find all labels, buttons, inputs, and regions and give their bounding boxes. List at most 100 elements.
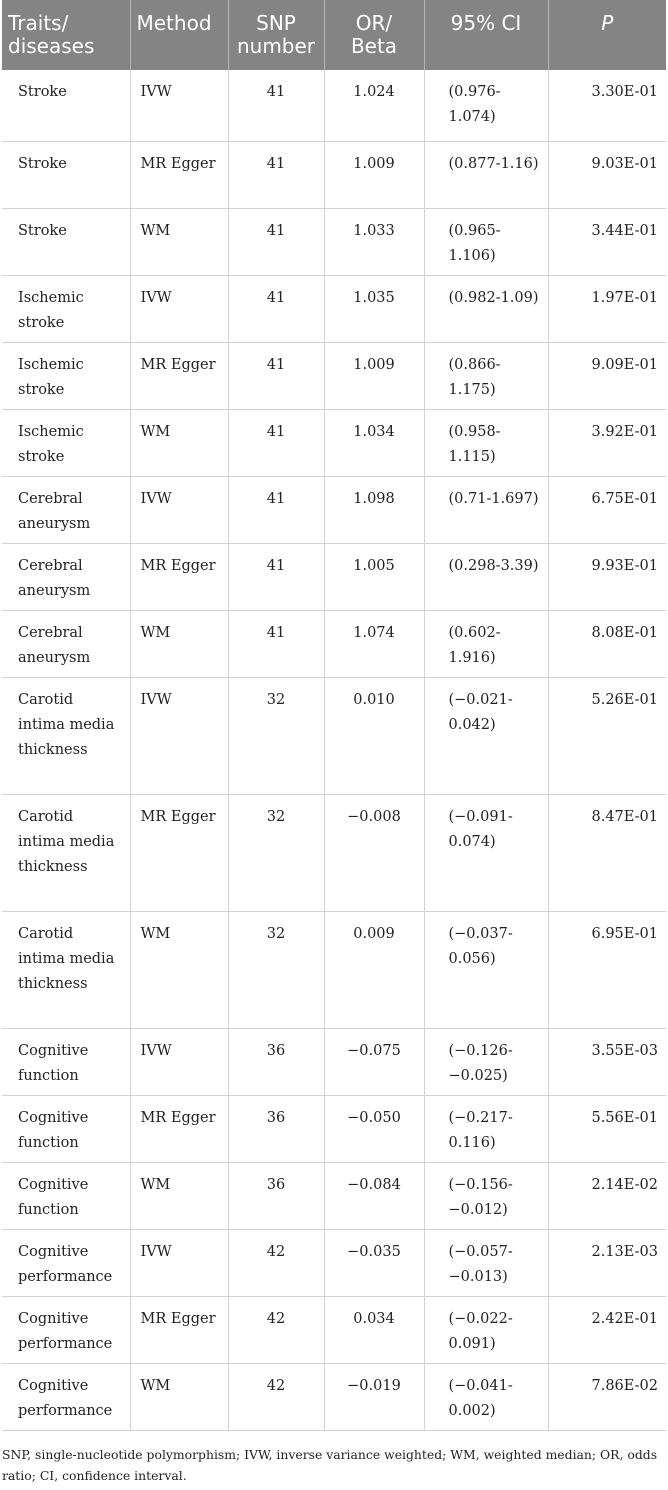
- p-value-cell: 3.44E-01: [548, 208, 666, 276]
- results-table: Traits/ diseases Method SNP number OR/ B…: [2, 0, 666, 1431]
- snp-number-cell: 41: [228, 543, 325, 611]
- header-traits: Traits/ diseases: [2, 0, 131, 70]
- ci-cell: (0.982-1.09): [424, 275, 549, 343]
- trait-cell: Cognitive performance: [2, 1229, 131, 1297]
- or-beta-cell: 1.009: [324, 141, 425, 209]
- table-body: Stroke IVW 41 1.024 (0.976-1.074) 3.30E-01 Str…: [2, 70, 666, 1431]
- p-value-cell: 2.14E-02: [548, 1162, 666, 1230]
- p-value-cell: 5.26E-01: [548, 677, 666, 795]
- or-beta-cell: 0.009: [324, 911, 425, 1029]
- snp-number-cell: 32: [228, 677, 325, 795]
- table-row: Cerebral aneurysm WM 41 1.074 (0.602-1.916) 8…: [2, 610, 666, 678]
- trait-cell: Carotid intima media thickness: [2, 677, 131, 795]
- method-cell: MR Egger: [130, 794, 229, 912]
- trait-cell: Cerebral aneurysm: [2, 610, 131, 678]
- snp-number-cell: 41: [228, 610, 325, 678]
- p-value-cell: 6.95E-01: [548, 911, 666, 1029]
- snp-number-cell: 41: [228, 141, 325, 209]
- ci-cell: (0.866-1.175): [424, 342, 549, 410]
- method-cell: WM: [130, 409, 229, 477]
- snp-number-cell: 32: [228, 911, 325, 1029]
- table-row: Ischemic stroke MR Egger 41 1.009 (0.866-1.1…: [2, 342, 666, 410]
- table-row: Stroke WM 41 1.033 (0.965-1.106) 3.44E-01: [2, 208, 666, 276]
- ci-cell: (−0.021-0.042): [424, 677, 549, 795]
- ci-cell: (−0.041-0.002): [424, 1363, 549, 1431]
- method-cell: MR Egger: [130, 543, 229, 611]
- method-cell: WM: [130, 610, 229, 678]
- snp-number-cell: 42: [228, 1296, 325, 1364]
- table-row: Cognitive function WM 36 −0.084 (−0.156-−0.0…: [2, 1162, 666, 1230]
- ci-cell: (−0.126-−0.025): [424, 1028, 549, 1096]
- ci-cell: (0.71-1.697): [424, 476, 549, 544]
- snp-number-cell: 42: [228, 1229, 325, 1297]
- or-beta-cell: 1.005: [324, 543, 425, 611]
- ci-cell: (−0.091-0.074): [424, 794, 549, 912]
- p-value-cell: 7.86E-02: [548, 1363, 666, 1431]
- p-value-cell: 8.47E-01: [548, 794, 666, 912]
- table-row: Cognitive function MR Egger 36 −0.050 (−0.21…: [2, 1095, 666, 1163]
- or-beta-cell: −0.075: [324, 1028, 425, 1096]
- table-footnote: SNP, single-nucleotide polymorphism; IVW…: [2, 1447, 658, 1483]
- or-beta-cell: 0.034: [324, 1296, 425, 1364]
- method-cell: WM: [130, 1162, 229, 1230]
- ci-cell: (0.965-1.106): [424, 208, 549, 276]
- p-value-cell: 1.97E-01: [548, 275, 666, 343]
- table-row: Carotid intima media thickness WM 32 0.009(…: [2, 911, 666, 1029]
- method-cell: IVW: [130, 275, 229, 343]
- snp-number-cell: 42: [228, 1363, 325, 1431]
- method-cell: MR Egger: [130, 1296, 229, 1364]
- trait-cell: Cerebral aneurysm: [2, 476, 131, 544]
- ci-cell: (−0.022-0.091): [424, 1296, 549, 1364]
- table-row: Ischemic stroke IVW 41 1.035 (0.982-1.09) 1.9…: [2, 275, 666, 343]
- table-row: Cognitive performance IVW 42 −0.035 (−0.057-…: [2, 1229, 666, 1297]
- ci-cell: (0.958-1.115): [424, 409, 549, 477]
- method-cell: WM: [130, 1363, 229, 1431]
- ci-cell: (0.298-3.39): [424, 543, 549, 611]
- p-value-cell: 2.13E-03: [548, 1229, 666, 1297]
- p-value-cell: 6.75E-01: [548, 476, 666, 544]
- table-row: Cognitive function IVW 36 −0.075 (−0.126-−0.…: [2, 1028, 666, 1096]
- trait-cell: Stroke: [2, 70, 131, 142]
- or-beta-cell: 1.033: [324, 208, 425, 276]
- trait-cell: Ischemic stroke: [2, 409, 131, 477]
- table-row: Cerebral aneurysm IVW 41 1.098 (0.71-1.697) 6…: [2, 476, 666, 544]
- or-beta-cell: −0.019: [324, 1363, 425, 1431]
- p-value-cell: 3.30E-01: [548, 70, 666, 142]
- or-beta-cell: 0.010: [324, 677, 425, 795]
- table-row: Carotid intima media thickness IVW 32 0.010…: [2, 677, 666, 795]
- snp-number-cell: 41: [228, 409, 325, 477]
- snp-number-cell: 41: [228, 476, 325, 544]
- trait-cell: Cognitive function: [2, 1162, 131, 1230]
- p-value-cell: 5.56E-01: [548, 1095, 666, 1163]
- trait-cell: Cognitive performance: [2, 1363, 131, 1431]
- ci-cell: (−0.156-−0.012): [424, 1162, 549, 1230]
- snp-number-cell: 36: [228, 1162, 325, 1230]
- or-beta-cell: −0.035: [324, 1229, 425, 1297]
- snp-number-cell: 41: [228, 70, 325, 142]
- header-or-beta: OR/ Beta: [324, 0, 425, 70]
- header-p-value: P: [548, 0, 666, 70]
- table-row: Carotid intima media thickness MR Egger 32…: [2, 794, 666, 912]
- ci-cell: (−0.057-−0.013): [424, 1229, 549, 1297]
- table-header-row: Traits/ diseases Method SNP number OR/ B…: [2, 0, 666, 70]
- method-cell: MR Egger: [130, 141, 229, 209]
- snp-number-cell: 32: [228, 794, 325, 912]
- trait-cell: Cognitive performance: [2, 1296, 131, 1364]
- trait-cell: Cognitive function: [2, 1028, 131, 1096]
- or-beta-cell: −0.084: [324, 1162, 425, 1230]
- method-cell: WM: [130, 208, 229, 276]
- snp-number-cell: 36: [228, 1095, 325, 1163]
- method-cell: IVW: [130, 1028, 229, 1096]
- table-row: Stroke IVW 41 1.024 (0.976-1.074) 3.30E-01: [2, 70, 666, 142]
- ci-cell: (−0.217-0.116): [424, 1095, 549, 1163]
- method-cell: IVW: [130, 476, 229, 544]
- or-beta-cell: 1.024: [324, 70, 425, 142]
- p-value-cell: 9.03E-01: [548, 141, 666, 209]
- snp-number-cell: 41: [228, 275, 325, 343]
- method-cell: IVW: [130, 1229, 229, 1297]
- snp-number-cell: 41: [228, 342, 325, 410]
- ci-cell: (0.976-1.074): [424, 70, 549, 142]
- table-row: Cognitive performance MR Egger 42 0.034 (−0.…: [2, 1296, 666, 1364]
- p-value-cell: 8.08E-01: [548, 610, 666, 678]
- table-row: Cerebral aneurysm MR Egger 41 1.005 (0.298-3…: [2, 543, 666, 611]
